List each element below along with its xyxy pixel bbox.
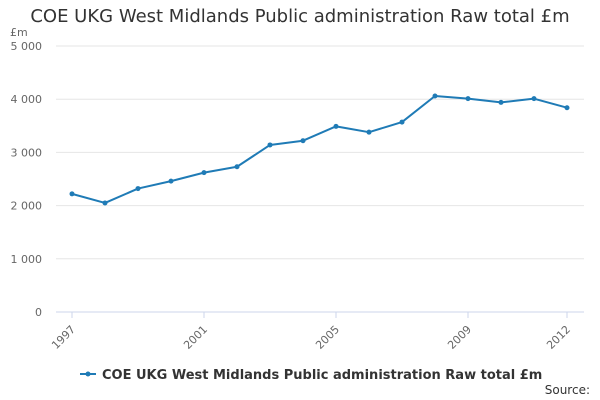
data-point[interactable] <box>135 186 141 192</box>
y-tick-label: 1 000 <box>11 253 43 266</box>
data-point[interactable] <box>333 123 339 129</box>
data-point[interactable] <box>432 93 438 99</box>
data-point[interactable] <box>267 142 273 148</box>
x-axis-ticks: 1997 2001 2005 2009 2012 <box>49 311 584 352</box>
x-tick-label: 2005 <box>313 323 342 352</box>
chart-title: COE UKG West Midlands Public administrat… <box>30 6 570 27</box>
x-tick-label: 2009 <box>445 323 474 352</box>
data-point[interactable] <box>234 164 240 170</box>
x-tick-label: 2001 <box>181 323 210 352</box>
data-point[interactable] <box>102 200 108 206</box>
y-axis-ticks: 0 1 000 2 000 3 000 4 000 5 000 <box>11 40 43 319</box>
data-point[interactable] <box>531 96 537 102</box>
data-point[interactable] <box>399 119 405 125</box>
x-tick-label: 1997 <box>49 323 78 352</box>
y-tick-label: 3 000 <box>11 146 43 159</box>
data-point[interactable] <box>300 138 306 144</box>
data-point[interactable] <box>465 96 471 102</box>
legend[interactable]: COE UKG West Midlands Public administrat… <box>80 368 542 383</box>
data-point[interactable] <box>168 178 174 184</box>
grid-layer <box>56 45 584 313</box>
y-axis-unit-label: £m <box>10 26 28 39</box>
data-point[interactable] <box>564 105 570 111</box>
data-point[interactable] <box>69 191 75 197</box>
x-tick-label: 2012 <box>544 323 573 352</box>
y-tick-label: 5 000 <box>11 40 43 53</box>
legend-marker-icon <box>85 371 91 377</box>
y-tick-label: 4 000 <box>11 93 43 106</box>
source-label: Source: <box>545 383 590 397</box>
data-point[interactable] <box>201 170 207 176</box>
y-tick-label: 0 <box>35 306 42 319</box>
series-layer <box>69 93 570 206</box>
data-point[interactable] <box>366 129 372 135</box>
legend-label: COE UKG West Midlands Public administrat… <box>102 368 542 383</box>
y-tick-label: 2 000 <box>11 200 43 213</box>
data-point[interactable] <box>498 99 504 105</box>
series-line[interactable] <box>71 95 568 204</box>
